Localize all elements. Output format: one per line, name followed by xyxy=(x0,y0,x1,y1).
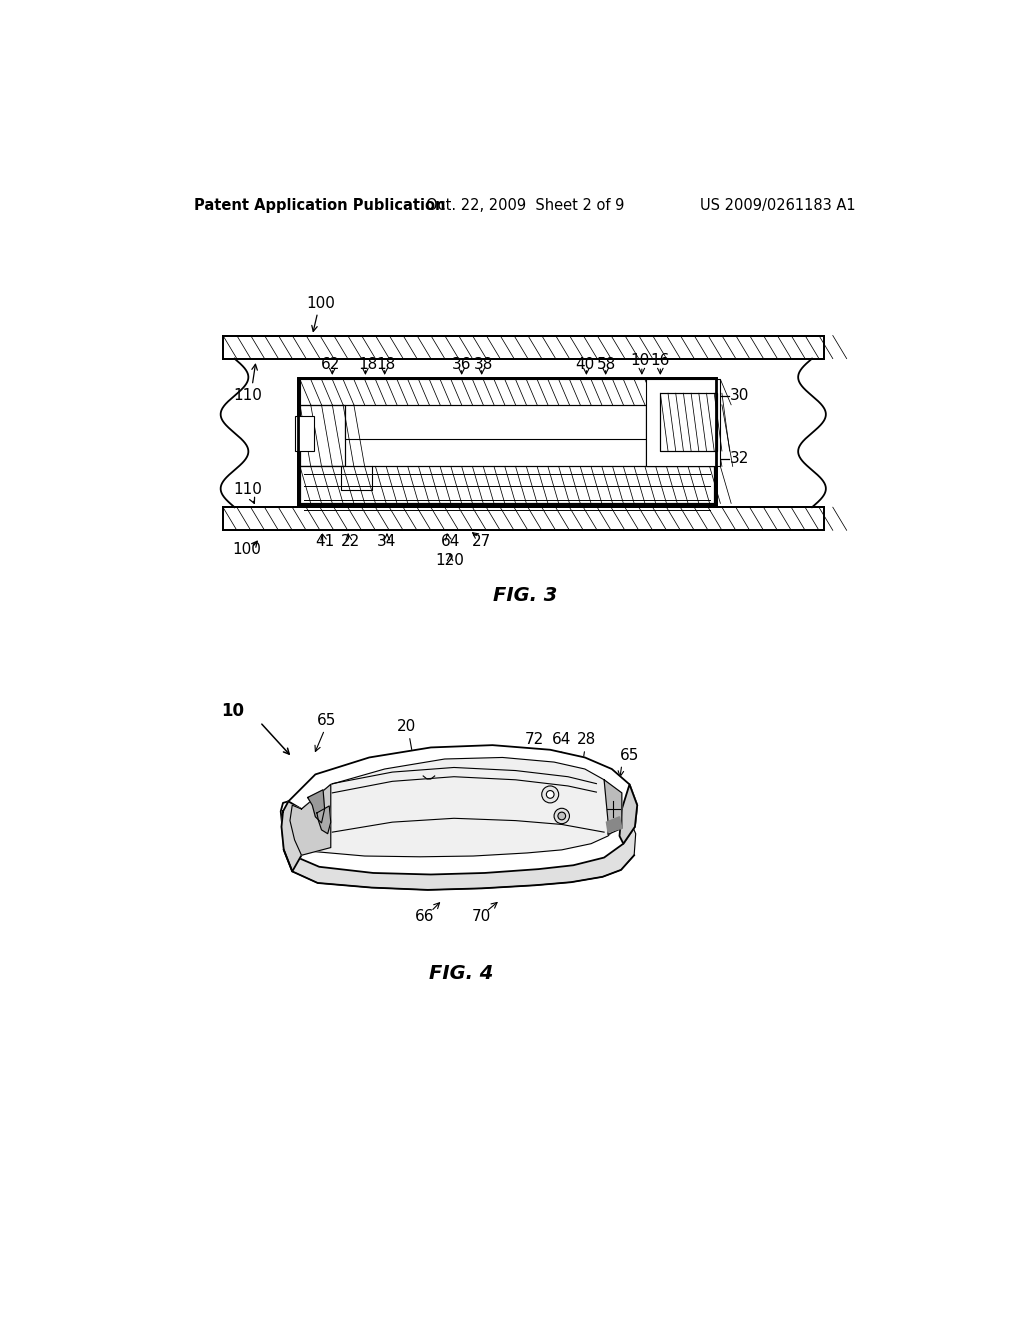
Bar xyxy=(298,378,716,506)
Text: 65: 65 xyxy=(621,747,640,763)
Text: 58: 58 xyxy=(597,358,616,372)
Bar xyxy=(660,393,717,451)
Polygon shape xyxy=(290,784,331,855)
Circle shape xyxy=(542,785,559,803)
Text: 120: 120 xyxy=(435,553,465,568)
Text: 10: 10 xyxy=(631,354,650,368)
Bar xyxy=(300,405,345,466)
Text: 36: 36 xyxy=(452,358,471,372)
Text: 22: 22 xyxy=(340,535,359,549)
Text: 64: 64 xyxy=(552,733,571,747)
Polygon shape xyxy=(282,776,636,890)
Polygon shape xyxy=(606,817,622,832)
Text: 28: 28 xyxy=(577,733,596,747)
Text: Oct. 22, 2009  Sheet 2 of 9: Oct. 22, 2009 Sheet 2 of 9 xyxy=(426,198,624,214)
Bar xyxy=(298,378,716,506)
Text: US 2009/0261183 A1: US 2009/0261183 A1 xyxy=(700,198,856,214)
Text: FIG. 3: FIG. 3 xyxy=(493,586,557,606)
Polygon shape xyxy=(604,780,622,834)
Text: 110: 110 xyxy=(233,482,262,498)
Bar xyxy=(300,405,345,466)
Bar xyxy=(660,393,717,451)
Text: 16: 16 xyxy=(650,354,670,368)
Bar xyxy=(646,405,714,466)
Circle shape xyxy=(554,808,569,824)
Text: 65: 65 xyxy=(317,713,337,729)
Text: 38: 38 xyxy=(473,358,493,372)
Text: 10: 10 xyxy=(221,702,245,721)
Text: 70: 70 xyxy=(471,909,490,924)
Text: 40: 40 xyxy=(575,358,595,372)
Text: 110: 110 xyxy=(233,388,262,403)
Bar xyxy=(646,379,720,466)
Circle shape xyxy=(547,791,554,799)
Text: 18: 18 xyxy=(358,358,378,372)
Text: 20: 20 xyxy=(396,719,416,734)
Text: 100: 100 xyxy=(306,296,335,310)
Bar xyxy=(300,379,714,405)
Text: 34: 34 xyxy=(377,535,396,549)
Bar xyxy=(223,335,823,359)
Text: FIG. 4: FIG. 4 xyxy=(429,964,494,982)
Text: 64: 64 xyxy=(440,535,460,549)
Text: 27: 27 xyxy=(472,535,492,549)
Polygon shape xyxy=(620,784,637,843)
Text: 100: 100 xyxy=(232,543,261,557)
Bar xyxy=(300,466,714,503)
Text: 62: 62 xyxy=(322,358,340,372)
Bar xyxy=(223,335,823,359)
Bar xyxy=(295,416,313,451)
Polygon shape xyxy=(290,758,622,857)
Text: 41: 41 xyxy=(315,535,335,549)
Text: Patent Application Publication: Patent Application Publication xyxy=(194,198,445,214)
Polygon shape xyxy=(316,807,331,834)
Text: 72: 72 xyxy=(524,733,544,747)
Bar xyxy=(345,405,646,440)
Circle shape xyxy=(558,812,565,820)
Polygon shape xyxy=(282,801,307,871)
Text: 66: 66 xyxy=(415,909,434,924)
Bar xyxy=(300,379,714,405)
Text: 34: 34 xyxy=(353,836,373,851)
Bar xyxy=(223,507,823,531)
Bar xyxy=(223,507,823,531)
Polygon shape xyxy=(307,789,325,822)
Text: 32: 32 xyxy=(730,451,749,466)
Text: 30: 30 xyxy=(730,388,749,403)
Bar xyxy=(300,466,714,503)
Bar xyxy=(646,405,714,466)
Text: 18: 18 xyxy=(377,358,396,372)
Polygon shape xyxy=(281,744,637,875)
